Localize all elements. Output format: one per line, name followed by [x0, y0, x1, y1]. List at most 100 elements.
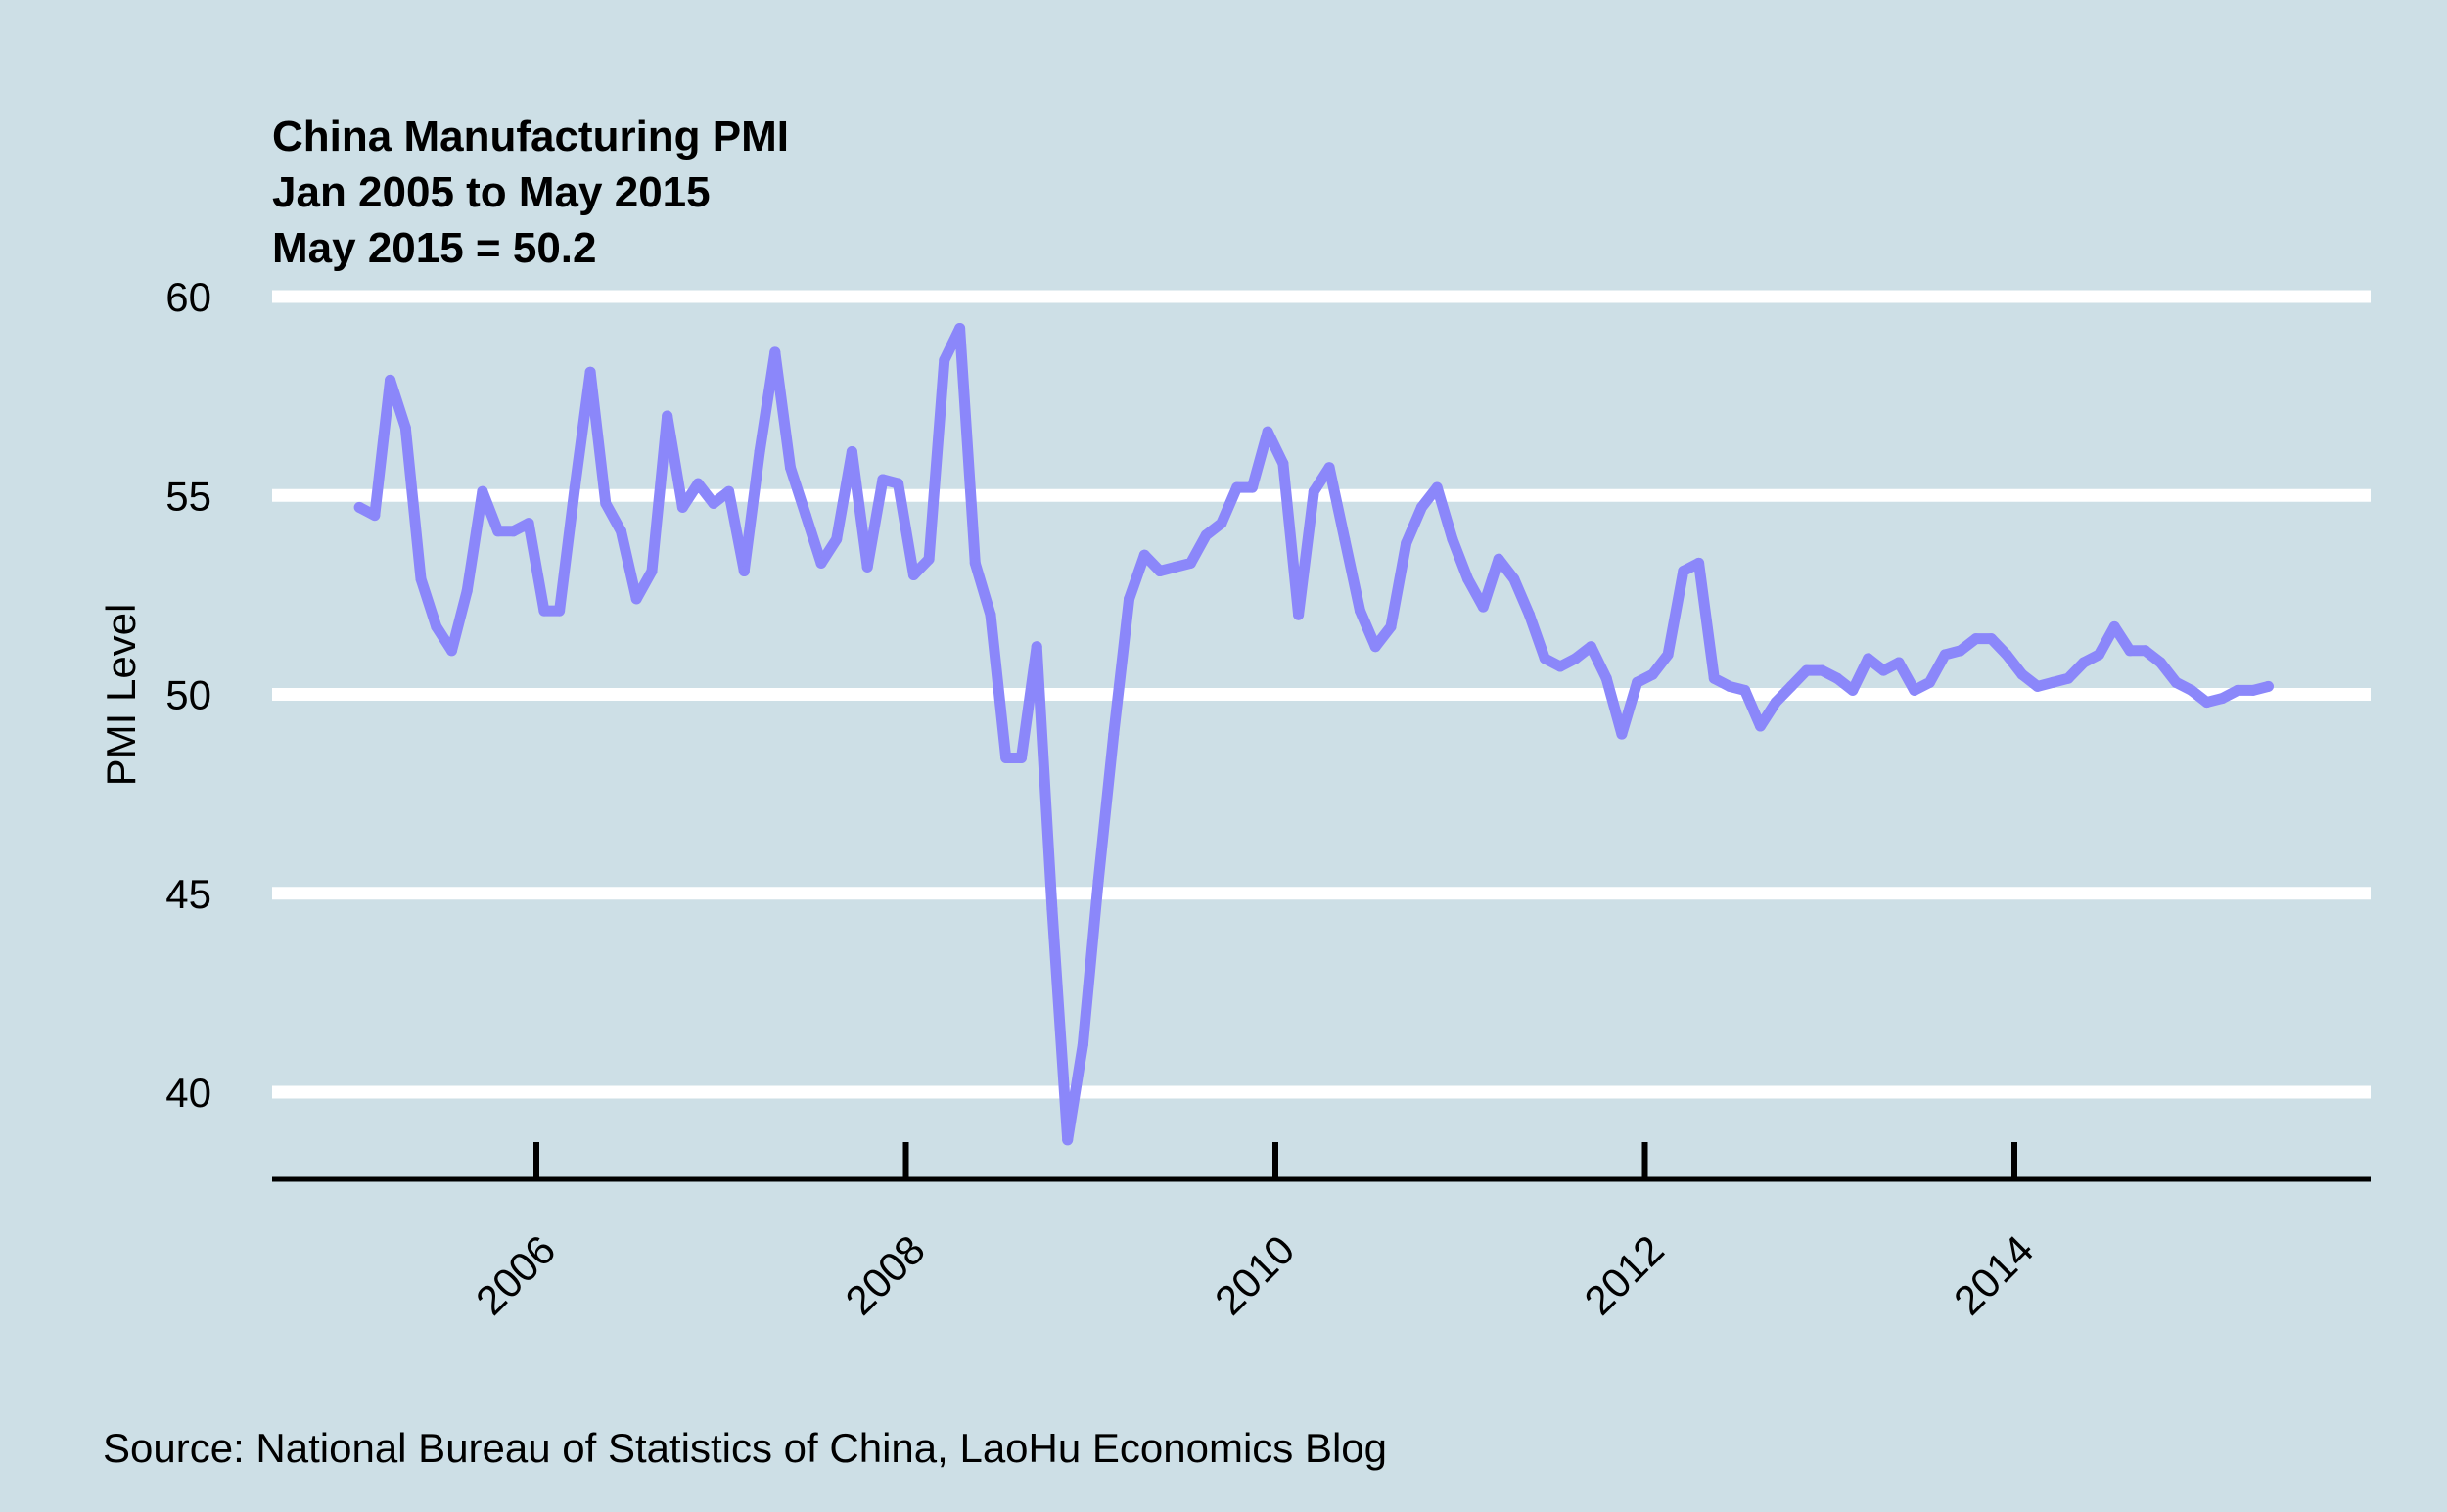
- chart-title: China Manufacturing PMI Jan 2005 to May …: [272, 113, 789, 272]
- data-point: [2094, 649, 2104, 661]
- data-point: [1539, 653, 1550, 664]
- title-line-1: China Manufacturing PMI: [272, 113, 789, 160]
- data-point: [676, 501, 688, 513]
- data-point: [1200, 529, 1212, 541]
- data-point: [985, 609, 996, 620]
- x-tick-label-2012: 2012: [1576, 1226, 1673, 1323]
- data-point: [1600, 672, 1612, 684]
- data-point: [1154, 566, 1166, 576]
- data-point: [662, 410, 673, 422]
- data-point: [1863, 653, 1874, 664]
- data-point: [415, 573, 427, 585]
- data-point: [893, 478, 904, 489]
- data-point: [1739, 684, 1751, 696]
- data-point: [1524, 609, 1535, 620]
- data-point: [477, 485, 488, 497]
- data-point: [907, 570, 919, 580]
- data-point: [1124, 593, 1135, 605]
- data-point: [1924, 676, 1935, 688]
- data-point: [1831, 672, 1843, 684]
- data-point: [431, 620, 442, 632]
- data-point: [1277, 458, 1289, 470]
- x-tick-label-2010: 2010: [1206, 1226, 1303, 1323]
- y-tick-label-55: 55: [165, 473, 211, 519]
- data-point: [1646, 668, 1658, 680]
- x-tick-label-2014: 2014: [1945, 1226, 2042, 1323]
- series-line-layer: [353, 323, 2274, 1146]
- data-point: [2047, 676, 2058, 688]
- data-point: [923, 553, 935, 565]
- data-point: [569, 481, 580, 493]
- data-point: [2201, 697, 2213, 709]
- data-point: [600, 497, 612, 509]
- title-line-3: May 2015 = 50.2: [272, 224, 596, 272]
- data-point: [1755, 720, 1766, 732]
- x-tick-labels: 2006 2008 2010 2012 2014: [467, 1226, 2042, 1323]
- data-point: [800, 510, 811, 522]
- data-point: [738, 566, 750, 576]
- data-point: [708, 497, 719, 509]
- data-point: [969, 557, 981, 569]
- y-tick-labels: 40 45 50 55 60: [165, 274, 211, 1116]
- title-line-2: Jan 2005 to May 2015: [272, 168, 711, 216]
- data-point: [1000, 753, 1012, 763]
- data-point: [861, 561, 873, 573]
- data-point: [1554, 661, 1566, 672]
- data-point: [2247, 684, 2259, 696]
- grid-lines: [272, 290, 2371, 1099]
- data-point: [2140, 645, 2151, 657]
- data-point: [2124, 645, 2136, 657]
- data-point: [1955, 645, 1966, 657]
- data-point: [2232, 684, 2243, 696]
- data-point: [1447, 533, 1458, 545]
- data-point: [1031, 641, 1042, 653]
- series-line-0: [356, 323, 2270, 1146]
- data-point: [1662, 649, 1674, 661]
- data-point: [1462, 573, 1474, 585]
- data-point: [1170, 561, 1181, 573]
- data-point: [630, 593, 642, 605]
- x-tick-label-2008: 2008: [837, 1226, 934, 1323]
- y-axis-label: PMI Level: [98, 604, 144, 787]
- data-point: [2186, 684, 2197, 696]
- data-point: [1108, 728, 1120, 740]
- data-point: [1185, 557, 1196, 569]
- data-point: [1877, 664, 1889, 676]
- data-point: [385, 374, 396, 386]
- x-axis: [272, 1142, 2371, 1182]
- data-point: [1262, 426, 1273, 437]
- data-point: [461, 585, 473, 597]
- y-tick-label-50: 50: [165, 672, 211, 718]
- data-point: [1508, 573, 1520, 585]
- data-point: [2216, 693, 2228, 705]
- data-point: [1847, 684, 1859, 696]
- data-point: [446, 645, 457, 657]
- data-point: [1724, 680, 1735, 692]
- data-point: [2263, 680, 2274, 692]
- data-point: [646, 566, 658, 576]
- data-point: [1308, 485, 1319, 497]
- data-point: [1369, 641, 1381, 653]
- data-point: [399, 422, 411, 434]
- data-point: [1477, 601, 1489, 613]
- data-point: [769, 346, 781, 358]
- data-point: [1939, 649, 1951, 661]
- data-point: [2170, 676, 2182, 688]
- data-point: [1401, 537, 1412, 549]
- data-point: [1077, 1038, 1088, 1050]
- data-point: [1585, 641, 1596, 653]
- data-point: [1046, 903, 1058, 915]
- data-point: [877, 474, 889, 485]
- data-point: [723, 485, 735, 497]
- data-point: [846, 446, 857, 457]
- data-point: [1293, 609, 1305, 620]
- y-tick-label-40: 40: [165, 1070, 211, 1116]
- data-point: [1339, 533, 1351, 545]
- data-point: [1385, 620, 1397, 632]
- data-point: [1246, 481, 1258, 493]
- data-point: [1062, 1134, 1074, 1146]
- data-point: [1216, 518, 1227, 529]
- data-point: [1016, 753, 1027, 763]
